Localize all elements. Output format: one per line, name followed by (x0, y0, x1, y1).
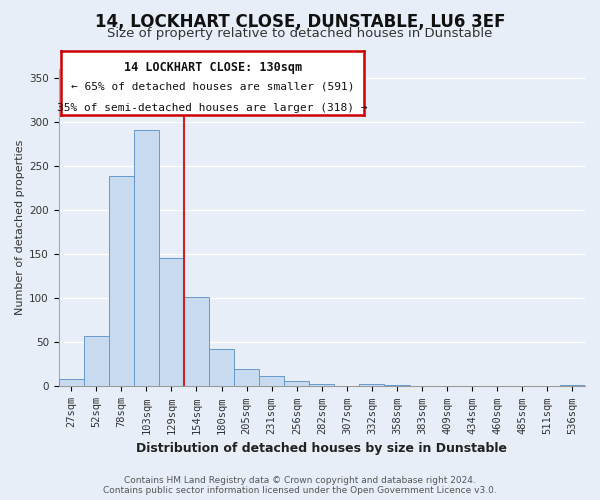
Y-axis label: Number of detached properties: Number of detached properties (15, 140, 25, 315)
Bar (359, 384, 385, 386)
Bar (159, 258, 184, 386)
Text: Contains public sector information licensed under the Open Government Licence v3: Contains public sector information licen… (103, 486, 497, 495)
Text: Contains HM Land Registry data © Crown copyright and database right 2024.: Contains HM Land Registry data © Crown c… (124, 476, 476, 485)
Bar (84, 336, 109, 386)
Text: 14, LOCKHART CLOSE, DUNSTABLE, LU6 3EF: 14, LOCKHART CLOSE, DUNSTABLE, LU6 3EF (95, 12, 505, 30)
Text: Size of property relative to detached houses in Dunstable: Size of property relative to detached ho… (107, 28, 493, 40)
Bar (209, 350, 234, 387)
Bar (385, 384, 410, 386)
X-axis label: Distribution of detached houses by size in Dunstable: Distribution of detached houses by size … (136, 442, 508, 455)
Bar (560, 384, 585, 386)
Bar (284, 381, 309, 386)
Bar (234, 369, 259, 386)
Bar (184, 298, 209, 386)
Bar (309, 384, 334, 386)
Bar (59, 380, 84, 386)
Bar (259, 376, 284, 386)
Bar (134, 130, 159, 386)
Bar (109, 176, 134, 386)
